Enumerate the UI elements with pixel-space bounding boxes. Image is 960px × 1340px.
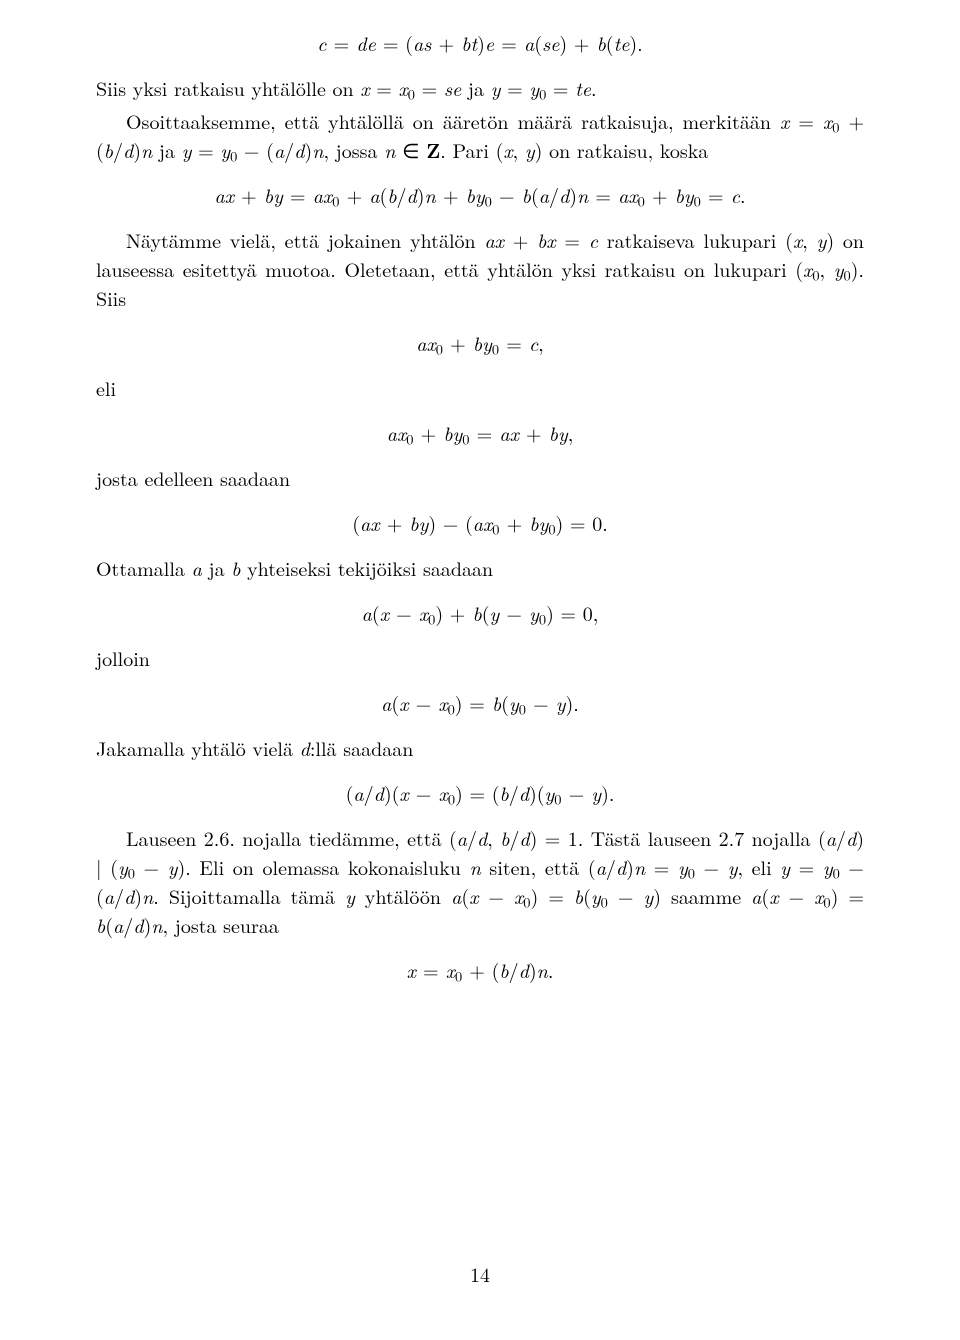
text-run: Siis yksi ratkaisu yhtälölle on [96, 73, 360, 102]
text-run: , eli [737, 852, 780, 881]
equation-7: a(x − x0) = b(y0 − y). [96, 688, 864, 717]
text-run: Jakamalla yhtälö vielä [96, 733, 300, 762]
text-run: , jossa [323, 135, 384, 164]
paragraph-2: Osoittaaksemme, että yhtälöllä on ääretö… [96, 106, 864, 164]
text-run: josta edelleen saadaan [96, 463, 290, 492]
text-run: . Sijoittamalla tämä [153, 881, 345, 910]
document-page: c = de = (as + bt)e = a(se) + b(te). Sii… [0, 0, 960, 1340]
paragraph-5: Ottamalla a ja b yhteiseksi tekijöiksi s… [96, 553, 864, 582]
text-run: . Pari [440, 135, 495, 164]
text-run: . Tästä lauseen 2.7 nojalla [578, 823, 818, 852]
text-run: Ottamalla [96, 553, 192, 582]
text-run: saamme [661, 881, 751, 910]
text-run: ja [461, 73, 490, 102]
text-run: . Eli on olemassa kokonaisluku [185, 852, 469, 881]
equation-4: ax0 + by0 = ax + by, [96, 418, 864, 447]
equation-5: (ax + by) − (ax0 + by0) = 0. [96, 508, 864, 537]
math-n: n [470, 852, 481, 881]
paragraph-3: Näytämme vielä, että jokainen yhtälön ax… [96, 225, 864, 312]
math-y: y [345, 881, 355, 910]
equation-9: x = x0 + (b/d)n. [96, 955, 864, 984]
text-run: jolloin [96, 643, 150, 672]
equation-3: ax0 + by0 = c, [96, 328, 864, 357]
math-d: d [300, 733, 310, 762]
text-run: , josta seuraa [162, 910, 278, 939]
equation-6: a(x − x0) + b(y − y0) = 0, [96, 598, 864, 627]
paragraph-7: Lauseen 2.6. nojalla tiedämme, että (a/d… [96, 823, 864, 939]
text-run: yhteiseksi tekijöiksi saadaan [240, 553, 493, 582]
text-run: ratkaiseva lukupari [598, 225, 785, 254]
text-run: eli [96, 373, 116, 402]
text-run: siten, että [481, 852, 588, 881]
paragraph-jolloin: jolloin [96, 643, 864, 672]
equation-2: ax + by = ax0 + a(b/d)n + by0 − b(a/d)n … [96, 180, 864, 209]
text-run: Osoittaaksemme, että yhtälöllä on ääretö… [126, 106, 780, 135]
math-a: a [192, 553, 202, 582]
paragraph-6: Jakamalla yhtälö vielä d:llä saadaan [96, 733, 864, 762]
text-run: :llä saadaan [310, 733, 413, 762]
equation-1: c = de = (as + bt)e = a(se) + b(te). [96, 28, 864, 57]
text-run: Näytämme vielä, että jokainen yhtälön [126, 225, 484, 254]
page-number: 14 [0, 1259, 960, 1288]
equation-8: (a/d)(x − x0) = (b/d)(y0 − y). [96, 778, 864, 807]
text-run: ja [152, 135, 181, 164]
text-run: ja [202, 553, 231, 582]
paragraph-eli: eli [96, 373, 864, 402]
text-run: Lauseen 2.6. nojalla tiedämme, että [126, 823, 449, 852]
text-run: on ratkaisu, koska [542, 135, 708, 164]
paragraph-4: josta edelleen saadaan [96, 463, 864, 492]
text-run: yhtälöön [355, 881, 451, 910]
paragraph-1: Siis yksi ratkaisu yhtälölle on x = x0 =… [96, 73, 864, 102]
